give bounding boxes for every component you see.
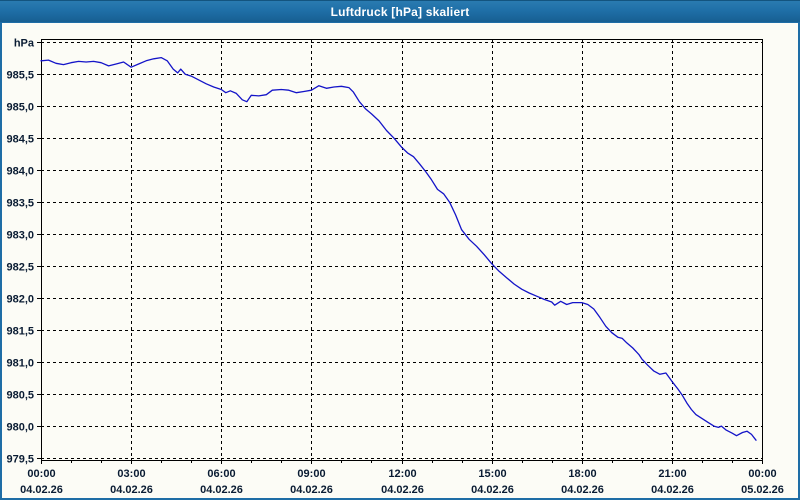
y-tick-label: 984,0 xyxy=(6,166,34,178)
y-axis-unit-label: hPa xyxy=(14,38,35,50)
y-tick-label: 983,5 xyxy=(6,198,34,210)
y-tick-label: 982,0 xyxy=(6,294,34,306)
y-tick-label: 980,0 xyxy=(6,422,34,434)
pressure-chart: hPa 985,5 985,0 984,5 984,0 983,5 983,0 982,5 98… xyxy=(6,38,783,497)
x-tick-date-label: 05.02.26 xyxy=(741,484,784,496)
y-tick-label: 983,0 xyxy=(6,230,34,242)
window-title: Luftdruck [hPa] skaliert xyxy=(330,4,470,19)
x-tick-date-label: 04.02.26 xyxy=(200,484,243,496)
chart-content-area: hPa 985,5 985,0 984,5 984,0 983,5 983,0 982,5 98… xyxy=(2,23,798,498)
axis-labels: hPa 985,5 985,0 984,5 984,0 983,5 983,0 982,5 98… xyxy=(6,38,783,497)
plot-frame xyxy=(41,39,763,461)
x-tick-time-label: 18:00 xyxy=(568,468,596,480)
x-tick-date-label: 04.02.26 xyxy=(471,484,514,496)
y-tick-label: 982,5 xyxy=(6,262,34,274)
x-tick-date-label: 04.02.26 xyxy=(290,484,333,496)
y-tick-label: 985,0 xyxy=(6,102,34,114)
y-tick-label: 984,5 xyxy=(6,134,34,146)
x-tick-time-label: 06:00 xyxy=(207,468,235,480)
x-tick-date-label: 04.02.26 xyxy=(651,484,694,496)
y-tick-label: 980,5 xyxy=(6,390,34,402)
y-tick-label: 985,5 xyxy=(6,70,34,82)
x-tick-time-label: 09:00 xyxy=(297,468,325,480)
x-tick-date-label: 04.02.26 xyxy=(110,484,153,496)
x-tick-time-label: 00:00 xyxy=(27,468,55,480)
x-tick-date-label: 04.02.26 xyxy=(20,484,63,496)
x-tick-date-label: 04.02.26 xyxy=(561,484,604,496)
x-tick-date-label: 04.02.26 xyxy=(381,484,424,496)
x-tick-time-label: 00:00 xyxy=(748,468,776,480)
x-tick-time-label: 21:00 xyxy=(658,468,686,480)
window-titlebar[interactable]: Luftdruck [hPa] skaliert xyxy=(0,0,800,22)
pressure-series-line xyxy=(40,56,757,441)
axis-ticks xyxy=(37,42,763,464)
y-tick-label: 981,0 xyxy=(6,358,34,370)
x-tick-time-label: 12:00 xyxy=(388,468,416,480)
x-tick-time-label: 15:00 xyxy=(478,468,506,480)
y-tick-label: 979,5 xyxy=(6,454,34,466)
gridlines xyxy=(41,39,762,460)
x-tick-time-label: 03:00 xyxy=(117,468,145,480)
y-tick-label: 981,5 xyxy=(6,326,34,338)
